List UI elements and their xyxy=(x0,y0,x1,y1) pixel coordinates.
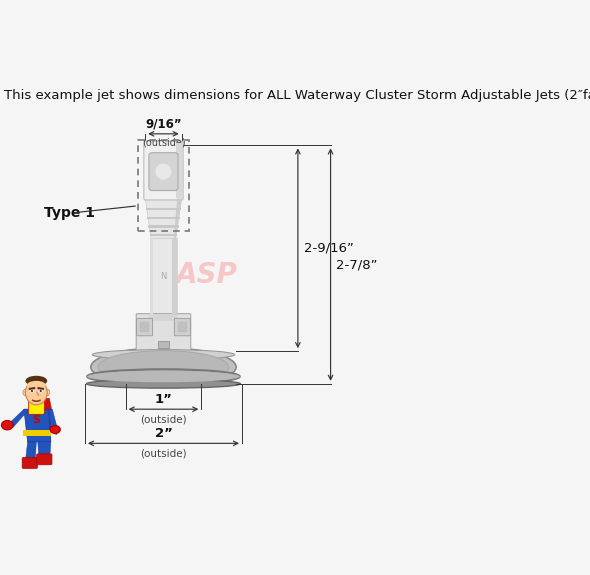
Text: 2-7/8”: 2-7/8” xyxy=(336,258,378,271)
Ellipse shape xyxy=(38,390,43,393)
Bar xyxy=(172,239,176,315)
Bar xyxy=(148,225,179,228)
FancyBboxPatch shape xyxy=(137,319,153,336)
Ellipse shape xyxy=(87,369,240,384)
Ellipse shape xyxy=(31,390,33,392)
Text: (outside): (outside) xyxy=(140,448,187,458)
Text: 1”: 1” xyxy=(155,393,172,405)
Text: (outside): (outside) xyxy=(142,137,185,147)
Ellipse shape xyxy=(23,389,28,396)
FancyBboxPatch shape xyxy=(144,141,183,200)
Bar xyxy=(150,234,177,236)
Bar xyxy=(149,315,178,320)
Ellipse shape xyxy=(87,371,240,382)
Polygon shape xyxy=(38,442,51,463)
Ellipse shape xyxy=(40,390,42,392)
Text: 2-9/16”: 2-9/16” xyxy=(304,242,353,255)
Bar xyxy=(158,341,169,348)
Polygon shape xyxy=(173,198,182,239)
Ellipse shape xyxy=(1,420,13,430)
Ellipse shape xyxy=(98,351,229,384)
FancyBboxPatch shape xyxy=(175,319,191,336)
Bar xyxy=(150,239,176,315)
Text: N: N xyxy=(160,272,166,281)
FancyBboxPatch shape xyxy=(149,153,178,190)
Polygon shape xyxy=(24,409,51,442)
Ellipse shape xyxy=(92,350,235,360)
Text: Type 1: Type 1 xyxy=(44,206,94,220)
Bar xyxy=(146,208,181,210)
Ellipse shape xyxy=(156,164,172,179)
Text: ASP: ASP xyxy=(176,261,238,289)
Ellipse shape xyxy=(25,380,47,405)
Polygon shape xyxy=(32,398,57,435)
Text: (outside): (outside) xyxy=(140,414,187,424)
FancyBboxPatch shape xyxy=(22,458,37,469)
FancyBboxPatch shape xyxy=(28,397,44,414)
Bar xyxy=(140,322,149,332)
Ellipse shape xyxy=(25,376,47,386)
Ellipse shape xyxy=(30,390,34,393)
Polygon shape xyxy=(25,442,37,467)
Polygon shape xyxy=(9,409,29,427)
Text: This example jet shows dimensions for ALL Waterway Cluster Storm Adjustable Jets: This example jet shows dimensions for AL… xyxy=(4,89,590,102)
Text: 2”: 2” xyxy=(155,427,172,440)
Polygon shape xyxy=(49,409,57,427)
Bar xyxy=(150,239,153,315)
Ellipse shape xyxy=(27,381,46,390)
Ellipse shape xyxy=(91,348,236,386)
Text: 9/16”: 9/16” xyxy=(145,117,182,130)
Bar xyxy=(23,430,51,436)
Polygon shape xyxy=(145,198,182,239)
Bar xyxy=(147,217,180,219)
Bar xyxy=(178,322,186,332)
Bar xyxy=(176,143,182,198)
Ellipse shape xyxy=(45,389,50,396)
FancyBboxPatch shape xyxy=(37,454,52,465)
Bar xyxy=(138,140,189,231)
FancyBboxPatch shape xyxy=(136,313,191,352)
Ellipse shape xyxy=(87,380,241,388)
Ellipse shape xyxy=(50,426,60,434)
Text: S: S xyxy=(32,415,40,425)
